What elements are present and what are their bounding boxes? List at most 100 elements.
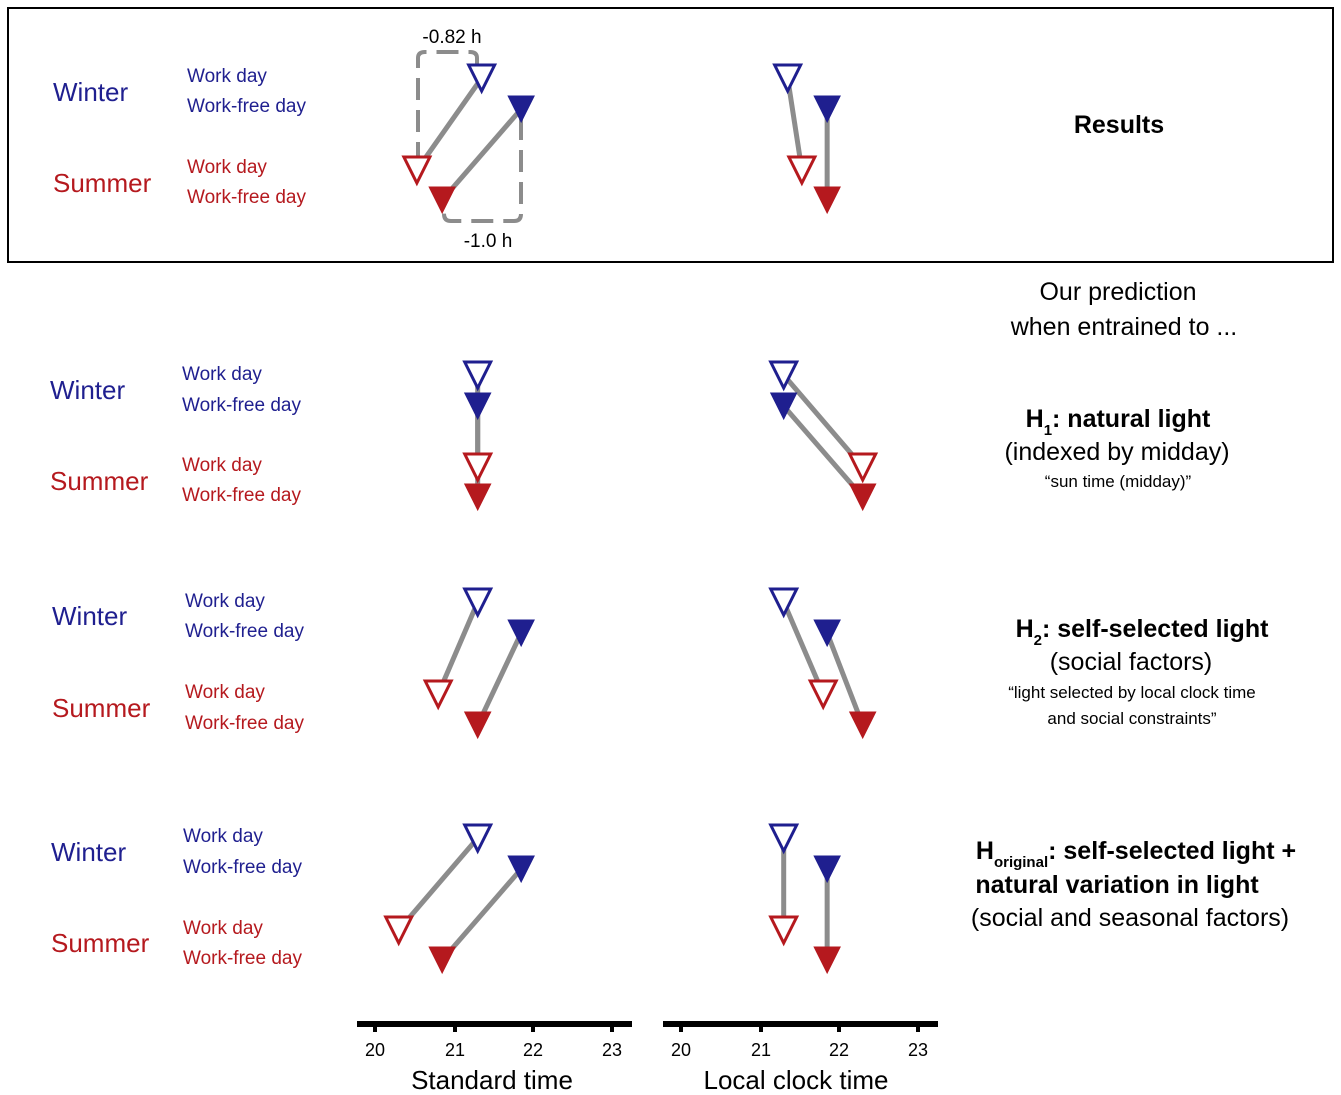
local-tick-22 bbox=[837, 1024, 841, 1032]
h2-local-workfree-connector bbox=[824, 632, 866, 726]
horig-winter-label: Winter bbox=[51, 837, 126, 867]
horig-local-summer-workday-marker bbox=[768, 915, 800, 947]
h1-title-rest: : natural light bbox=[1052, 405, 1211, 433]
standard-tick-21 bbox=[453, 1024, 457, 1032]
h2-title-sub: 2 bbox=[1034, 632, 1042, 649]
horig-standard-summer-workfree-marker bbox=[428, 946, 456, 975]
h2-winter-label: Winter bbox=[52, 601, 127, 631]
h1-summer-workday-label: Work day bbox=[182, 455, 262, 476]
horig-title-rest: : self-selected light + bbox=[1048, 837, 1296, 865]
horig-standard-winter-workfree-marker bbox=[507, 855, 535, 884]
h1-standard-summer-workday-marker bbox=[462, 452, 494, 484]
h1-standard-summer-workfree-marker bbox=[463, 483, 492, 512]
standard-axis-label: Standard time bbox=[411, 1065, 573, 1095]
h2-standard-workfree-connector bbox=[475, 631, 524, 727]
horig-standard-workday-connector bbox=[396, 836, 480, 932]
h1-summer-workfree-label: Work-free day bbox=[182, 485, 301, 506]
standard-tick-label-21: 21 bbox=[445, 1040, 465, 1060]
results-summer-workday-label: Work day bbox=[187, 157, 267, 178]
h1-standard-winter-workday-marker bbox=[462, 360, 494, 392]
h2-standard-workday-connector bbox=[435, 601, 480, 695]
standard-tick-20 bbox=[373, 1024, 377, 1032]
results-box bbox=[7, 7, 1334, 263]
h2-title: H2: self-selected light bbox=[1016, 615, 1270, 649]
results-local-winter-workfree-marker bbox=[813, 95, 841, 124]
h2-subtitle: (social factors) bbox=[1050, 648, 1213, 676]
results-summer-workfree-label: Work-free day bbox=[187, 187, 306, 208]
horig-winter-workday-label: Work day bbox=[183, 826, 263, 847]
local-tick-20 bbox=[679, 1024, 683, 1032]
results-title: Results bbox=[1074, 111, 1164, 139]
h2-local-winter-workday-marker bbox=[768, 587, 800, 619]
h2-title-rest: : self-selected light bbox=[1042, 615, 1269, 643]
results-standard-workday-connector bbox=[414, 76, 484, 172]
h1-local-workday-connector bbox=[781, 373, 865, 469]
h1-local-summer-workday-marker bbox=[847, 452, 879, 484]
h2-summer-workday-label: Work day bbox=[185, 682, 265, 703]
horig-title-main: H bbox=[976, 837, 994, 865]
horig-subtitle: natural variation in light bbox=[975, 871, 1259, 899]
h1-title-sub: 1 bbox=[1044, 422, 1052, 439]
h2-winter-workday-label: Work day bbox=[185, 591, 265, 612]
horig-standard-workfree-connector bbox=[440, 867, 524, 962]
standard-tick-label-22: 22 bbox=[523, 1040, 543, 1060]
prediction-header-line1: Our prediction bbox=[1039, 278, 1196, 306]
h1-local-summer-workfree-marker bbox=[848, 483, 877, 512]
local-tick-23 bbox=[916, 1024, 920, 1032]
results-local-workday-connector bbox=[785, 77, 805, 171]
h2-winter-workfree-label: Work-free day bbox=[185, 621, 304, 642]
results-standard-winter-workfree-marker bbox=[507, 95, 535, 124]
local-axis-label: Local clock time bbox=[704, 1065, 889, 1095]
h2-summer-workfree-label: Work-free day bbox=[185, 713, 304, 734]
standard-time-axis: 20 21 22 23 Standard time bbox=[357, 1021, 632, 1095]
horig-summer-workfree-label: Work-free day bbox=[183, 948, 302, 969]
h2-local-summer-workfree-marker bbox=[848, 711, 877, 740]
local-tick-21 bbox=[759, 1024, 763, 1032]
horig-standard-summer-workday-marker bbox=[383, 915, 415, 947]
local-axis-line bbox=[663, 1021, 938, 1027]
h1-subtitle: (indexed by midday) bbox=[1004, 438, 1229, 466]
workday-diff-bracket bbox=[416, 50, 479, 158]
h2-standard-winter-workday-marker bbox=[462, 587, 494, 619]
results-local-summer-workfree-marker bbox=[813, 186, 841, 215]
h2-quote-line2: and social constraints” bbox=[1047, 709, 1216, 728]
local-clock-axis: 20 21 22 23 Local clock time bbox=[663, 1021, 938, 1095]
local-tick-label-23: 23 bbox=[908, 1040, 928, 1060]
results-standard-summer-workday-marker bbox=[401, 155, 433, 187]
workfree-diff-label: -1.0 h bbox=[464, 231, 513, 252]
h1-local-winter-workday-marker bbox=[768, 360, 800, 392]
h1-winter-workday-label: Work day bbox=[182, 364, 262, 385]
h2-standard-summer-workday-marker bbox=[422, 679, 454, 711]
markers-layer bbox=[383, 63, 879, 975]
standard-tick-23 bbox=[610, 1024, 614, 1032]
h2-local-winter-workfree-marker bbox=[813, 619, 841, 648]
standard-tick-22 bbox=[531, 1024, 535, 1032]
results-standard-winter-workday-marker bbox=[466, 63, 498, 95]
local-tick-label-21: 21 bbox=[751, 1040, 771, 1060]
h1-standard-winter-workfree-marker bbox=[463, 392, 492, 421]
standard-tick-label-20: 20 bbox=[365, 1040, 385, 1060]
h2-local-workday-connector bbox=[781, 601, 826, 695]
h2-local-summer-workday-marker bbox=[807, 679, 839, 711]
horig-title-sub: original bbox=[994, 854, 1048, 871]
local-tick-label-22: 22 bbox=[829, 1040, 849, 1060]
workday-diff-label: -0.82 h bbox=[422, 27, 481, 48]
results-winter-workfree-label: Work-free day bbox=[187, 96, 306, 117]
h2-summer-label: Summer bbox=[52, 693, 151, 723]
horig-local-winter-workday-marker bbox=[768, 823, 800, 855]
results-summer-label: Summer bbox=[53, 168, 152, 198]
h2-standard-winter-workfree-marker bbox=[507, 619, 535, 648]
h1-quote: “sun time (midday)” bbox=[1045, 472, 1192, 491]
local-tick-label-20: 20 bbox=[671, 1040, 691, 1060]
h1-winter-label: Winter bbox=[50, 375, 125, 405]
h1-winter-workfree-label: Work-free day bbox=[182, 395, 301, 416]
results-winter-workday-label: Work day bbox=[187, 66, 267, 87]
standard-tick-label-23: 23 bbox=[602, 1040, 622, 1060]
results-winter-label: Winter bbox=[53, 77, 128, 107]
prediction-header-line2: when entrained to ... bbox=[1010, 313, 1238, 341]
horig-summer-label: Summer bbox=[51, 928, 150, 958]
h1-local-workfree-connector bbox=[781, 404, 865, 499]
h1-summer-label: Summer bbox=[50, 466, 149, 496]
results-local-winter-workday-marker bbox=[772, 63, 804, 95]
horig-local-winter-workfree-marker bbox=[813, 855, 841, 884]
